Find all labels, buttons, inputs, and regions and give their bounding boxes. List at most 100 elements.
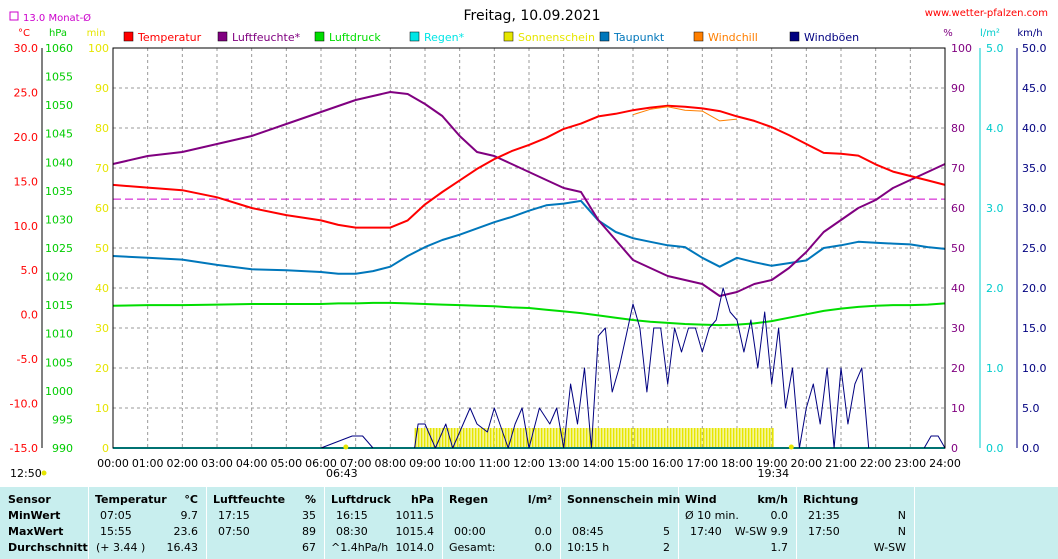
header-temperature: Temperatur <box>95 493 167 506</box>
sunshine-bar <box>765 428 768 448</box>
avg-press-trend: ^1.4hPa/h <box>331 541 389 554</box>
sunshine-bar <box>501 428 504 448</box>
tick-label-wind: 10.0 <box>1022 362 1047 375</box>
sunshine-bars <box>414 428 774 448</box>
avg-sun-duration: 10:15 h <box>567 541 610 554</box>
tick-label-pressure: 1035 <box>45 185 73 198</box>
x-tick-label: 19:00 <box>756 457 788 470</box>
sunshine-bar <box>528 428 531 448</box>
x-tick-label: 09:00 <box>409 457 441 470</box>
x-tick-label: 03:00 <box>201 457 233 470</box>
sunshine-bar <box>537 428 540 448</box>
sunshine-bar <box>666 428 669 448</box>
sunshine-bar <box>603 428 606 448</box>
legend-label: Windböen <box>804 31 859 44</box>
avg-wind-value: 1.7 <box>770 541 789 554</box>
header-wind: Wind <box>685 493 717 506</box>
sunshine-bar <box>654 428 657 448</box>
sunshine-bar <box>660 428 663 448</box>
tick-label-sun_min: 90 <box>95 82 109 95</box>
tick-label-temp: 30.0 <box>14 42 39 55</box>
min-hum-value: 35 <box>302 509 316 522</box>
x-tick-label: 17:00 <box>686 457 718 470</box>
max-dir-time: 17:50 <box>808 525 840 538</box>
tick-label-temp: -5.0 <box>17 353 38 366</box>
sunset-marker-icon <box>788 444 794 450</box>
sunshine-bar <box>474 428 477 448</box>
x-tick-label: 16:00 <box>652 457 684 470</box>
sunshine-bar <box>720 428 723 448</box>
sunshine-bar <box>552 428 555 448</box>
sunshine-bar <box>735 428 738 448</box>
chart-grid <box>113 48 945 448</box>
max-temp-time: 15:55 <box>100 525 132 538</box>
sunshine-bar <box>591 428 594 448</box>
header-rain: Regen <box>449 493 489 506</box>
x-tick-label: 15:00 <box>617 457 649 470</box>
tick-label-pressure: 1010 <box>45 328 73 341</box>
tick-label-temp: -10.0 <box>10 398 38 411</box>
tick-label-humidity: 70 <box>951 162 965 175</box>
tick-label-rain: 5.0 <box>986 42 1004 55</box>
x-tick-label: 12:00 <box>513 457 545 470</box>
x-tick-label: 20:00 <box>790 457 822 470</box>
legend-label: Sonnenschein <box>518 31 595 44</box>
sunshine-bar <box>516 428 519 448</box>
sunshine-bar <box>525 428 528 448</box>
sunshine-bar <box>708 428 711 448</box>
sunshine-bar <box>726 428 729 448</box>
sunshine-bar <box>663 428 666 448</box>
sunshine-bar <box>624 428 627 448</box>
sunshine-bar <box>756 428 759 448</box>
tick-label-sun_min: 0 <box>102 442 109 455</box>
sunshine-bar <box>447 428 450 448</box>
sunshine-bar <box>678 428 681 448</box>
series-line-taupunkt <box>112 199 946 275</box>
x-tick-label: 10:00 <box>444 457 476 470</box>
series-line-luftfeuchte <box>112 91 946 297</box>
sunshine-bar <box>567 428 570 448</box>
sunshine-bar <box>582 428 585 448</box>
min-temp-time: 07:05 <box>100 509 132 522</box>
tick-label-pressure: 1000 <box>45 385 73 398</box>
series-line-windböen <box>113 287 946 449</box>
min-hum-time: 17:15 <box>218 509 250 522</box>
sunshine-bar <box>546 428 549 448</box>
tick-label-pressure: 1015 <box>45 299 73 312</box>
tick-label-wind: 25.0 <box>1022 242 1047 255</box>
sunshine-bar <box>705 428 708 448</box>
tick-label-wind: 45.0 <box>1022 82 1047 95</box>
sunshine-bar <box>690 428 693 448</box>
tick-label-pressure: 1060 <box>45 42 73 55</box>
avg-hum-value: 67 <box>302 541 316 554</box>
tick-label-pressure: 990 <box>52 442 73 455</box>
sunshine-bar <box>762 428 765 448</box>
min-press-value: 1011.5 <box>395 509 435 522</box>
series-line-luftdruck <box>112 301 946 327</box>
sunshine-bar <box>699 428 702 448</box>
legend-swatch <box>789 31 800 42</box>
header-temperature-unit: °C <box>184 493 198 506</box>
tick-label-pressure: 1050 <box>45 99 73 112</box>
sunshine-bar <box>423 428 426 448</box>
sunshine-bar <box>450 428 453 448</box>
sunshine-bar <box>600 428 603 448</box>
max-wind-value: W-SW 9.9 <box>734 525 788 538</box>
sunshine-bar <box>741 428 744 448</box>
legend-label: Taupunkt <box>613 31 665 44</box>
sunshine-bar <box>645 428 648 448</box>
avg-dir-value: W-SW <box>873 541 906 554</box>
max-hum-time: 07:50 <box>218 525 250 538</box>
sunshine-bar <box>570 428 573 448</box>
sunshine-bar <box>426 428 429 448</box>
axis-unit-pressure: hPa <box>49 28 67 39</box>
sunshine-bar <box>651 428 654 448</box>
legend-swatch <box>217 31 228 42</box>
legend-swatch <box>503 31 514 42</box>
watermark-link[interactable]: www.wetter-pfalzen.com <box>925 8 1048 19</box>
tick-label-temp: 20.0 <box>14 131 39 144</box>
axis-unit-humidity: % <box>943 28 953 39</box>
sunrise-marker-label: 06:43 <box>326 467 358 480</box>
series-line-windchill <box>632 106 738 122</box>
axis-unit-sun_min: min <box>87 28 106 39</box>
